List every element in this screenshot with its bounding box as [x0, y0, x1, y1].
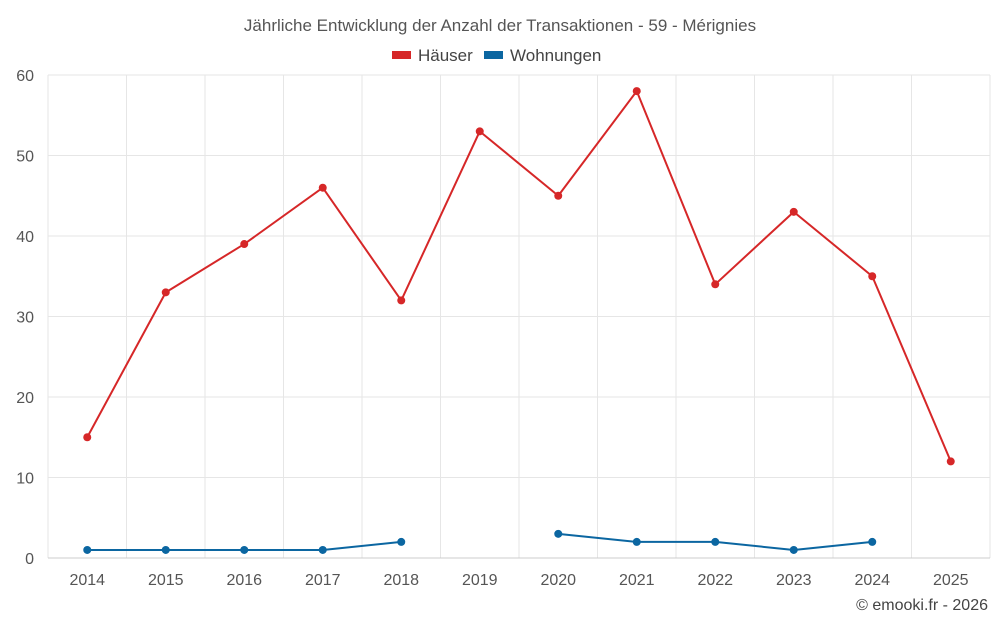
- data-point[interactable]: [397, 537, 406, 546]
- y-axis: 0 10 20 30 40 50 60: [16, 68, 34, 568]
- data-point[interactable]: [868, 537, 877, 546]
- x-tick-label: 2020: [540, 572, 576, 589]
- series-wohnungen: [83, 529, 877, 554]
- chart-title: Jährliche Entwicklung der Anzahl der Tra…: [244, 16, 756, 35]
- legend: Häuser Wohnungen: [392, 46, 601, 65]
- data-point[interactable]: [632, 87, 641, 96]
- data-point[interactable]: [475, 127, 484, 136]
- y-tick-label: 30: [16, 310, 34, 327]
- data-point[interactable]: [240, 240, 249, 249]
- data-point[interactable]: [868, 272, 877, 281]
- x-tick-label: 2025: [933, 572, 969, 589]
- x-axis: 2014 2015 2016 2017 2018 2019 2020 2021 2022 2023…: [69, 572, 968, 589]
- x-tick-label: 2018: [383, 572, 419, 589]
- series-line: [86, 90, 952, 462]
- x-tick-label: 2022: [697, 572, 733, 589]
- data-point[interactable]: [789, 545, 798, 554]
- series-haeuser: [83, 87, 955, 466]
- data-point[interactable]: [554, 529, 563, 538]
- x-tick-label: 2016: [226, 572, 262, 589]
- data-point[interactable]: [789, 207, 798, 216]
- data-point[interactable]: [318, 183, 327, 192]
- legend-label: Häuser: [418, 46, 473, 65]
- x-tick-label: 2023: [776, 572, 812, 589]
- x-tick-label: 2021: [619, 572, 655, 589]
- y-tick-label: 60: [16, 68, 34, 85]
- x-tick-label: 2017: [305, 572, 341, 589]
- y-tick-label: 0: [25, 551, 34, 568]
- data-point[interactable]: [711, 280, 720, 289]
- data-point[interactable]: [161, 545, 170, 554]
- legend-label: Wohnungen: [510, 46, 601, 65]
- data-point[interactable]: [161, 288, 170, 297]
- legend-swatch: [392, 51, 411, 59]
- grid: [47, 74, 991, 559]
- data-point[interactable]: [632, 537, 641, 546]
- y-tick-label: 40: [16, 229, 34, 246]
- data-point[interactable]: [711, 537, 720, 546]
- data-point[interactable]: [83, 545, 92, 554]
- credit-text: © emooki.fr - 2026: [856, 597, 988, 614]
- y-tick-label: 10: [16, 471, 34, 488]
- data-point[interactable]: [83, 433, 92, 442]
- data-point[interactable]: [240, 545, 249, 554]
- x-tick-label: 2024: [854, 572, 890, 589]
- y-tick-label: 50: [16, 149, 34, 166]
- x-tick-label: 2019: [462, 572, 498, 589]
- data-point[interactable]: [318, 545, 327, 554]
- data-point[interactable]: [946, 457, 955, 466]
- series-group: [83, 87, 955, 554]
- x-tick-label: 2015: [148, 572, 184, 589]
- legend-swatch: [484, 51, 503, 59]
- data-point[interactable]: [397, 296, 406, 305]
- y-tick-label: 20: [16, 390, 34, 407]
- x-tick-label: 2014: [69, 572, 105, 589]
- data-point[interactable]: [554, 191, 563, 200]
